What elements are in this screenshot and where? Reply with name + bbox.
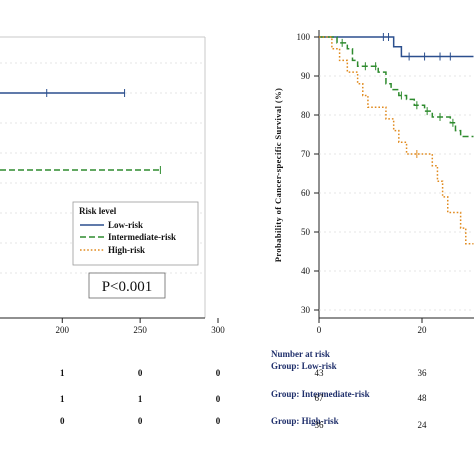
right-y-tick-label: 70 [301,149,311,159]
right-risk-value: 24 [418,420,428,430]
right-y-tick-label: 40 [301,266,311,276]
right-risk-value: 36 [418,368,428,378]
legend-title: Risk level [79,206,117,216]
right-y-tick-label: 80 [301,110,311,120]
left-x-tick-label: 300 [211,325,225,335]
right-y-tick-label: 50 [301,227,311,237]
right-risk-value: 48 [418,393,428,403]
left-risk-value: 1 [138,394,143,404]
right-y-tick-label: 30 [301,305,311,315]
left-risk-value: 1 [60,368,65,378]
right-y-axis-label: Probability of Cancer-specific Survival … [273,88,283,262]
left-risk-value: 0 [60,416,65,426]
left-risk-value: 0 [138,416,143,426]
legend-label-low-risk: Low-risk [108,220,143,230]
right-y-ticks: 30 40 50 60 70 80 90 100 [297,32,319,315]
left-risk-value: 0 [216,368,221,378]
left-x-ticks: 200 250 300 [56,318,225,335]
right-y-tick-label: 100 [297,32,311,42]
right-risk-value: 43 [315,368,325,378]
right-survival-curves [319,33,474,245]
right-x-ticks: 0 20 [317,318,427,335]
right-y-tick-label: 60 [301,188,311,198]
left-risk-value: 0 [216,416,221,426]
risk-group-label-intermediate-risk: Group: Intermediate-risk [271,389,370,399]
pvalue-box [88,272,166,299]
right-y-tick-label: 90 [301,71,311,81]
legend: Risk level Low-risk Intermediate-risk Hi… [72,201,199,266]
risk-table-title: Number at risk [271,349,330,359]
risk-group-label-low-risk: Group: Low-risk [271,361,337,371]
left-risk-value: 0 [138,368,143,378]
right-risk-value: 36 [315,420,325,430]
risk-group-label-high-risk: Group: High-risk [271,416,339,426]
right-curve-low-risk [319,36,474,58]
right-panel: 30 40 50 60 70 80 90 100 0 20 Probability of Can… [271,30,474,430]
pvalue-text: P<0.001 [102,279,153,295]
right-x-tick-label: 0 [317,325,322,335]
left-panel: 200 250 300 Risk level Low-risk Intermedia… [0,36,225,426]
right-curve-intermediate-risk [319,36,474,138]
left-risk-value: 0 [216,394,221,404]
legend-box [72,201,199,266]
right-risk-table-values: 43 36 67 48 36 24 [315,368,428,430]
legend-label-intermediate-risk: Intermediate-risk [108,232,176,242]
right-curve-high-risk [319,36,474,245]
left-risk-table: 1 0 0 1 1 0 0 0 0 [60,368,221,426]
right-x-tick-label: 20 [418,325,428,335]
right-gridlines [319,75,474,311]
left-risk-value: 1 [60,394,65,404]
left-x-tick-label: 200 [56,325,70,335]
right-risk-value: 67 [315,393,325,403]
left-survival-curves [0,89,161,174]
legend-label-high-risk: High-risk [108,245,145,255]
left-x-tick-label: 250 [133,325,147,335]
